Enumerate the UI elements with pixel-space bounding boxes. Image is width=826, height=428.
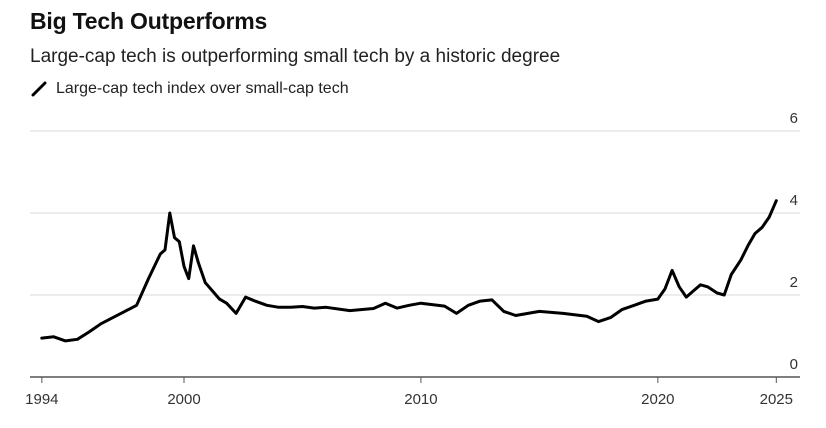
- chart-title: Big Tech Outperforms: [30, 8, 268, 34]
- series-line-0: [40, 199, 778, 343]
- x-tick-label-2025: 2025: [760, 391, 793, 408]
- x-tick-label-1994: 1994: [25, 391, 58, 408]
- x-tick-label-2010: 2010: [404, 391, 437, 408]
- y-tick-label-6: 6: [790, 110, 798, 127]
- y-tick-label-2: 2: [790, 274, 798, 291]
- legend: Large-cap tech index over small-cap tech: [30, 80, 349, 98]
- legend-line-icon: [31, 81, 47, 97]
- x-tick-label-2000: 2000: [167, 391, 200, 408]
- legend-label: Large-cap tech index over small-cap tech: [56, 80, 349, 97]
- x-tick-label-2020: 2020: [641, 391, 674, 408]
- y-tick-label-4: 4: [790, 192, 798, 209]
- chart-subtitle: Large-cap tech is outperforming small te…: [30, 46, 561, 67]
- y-tick-label-0: 0: [790, 356, 798, 373]
